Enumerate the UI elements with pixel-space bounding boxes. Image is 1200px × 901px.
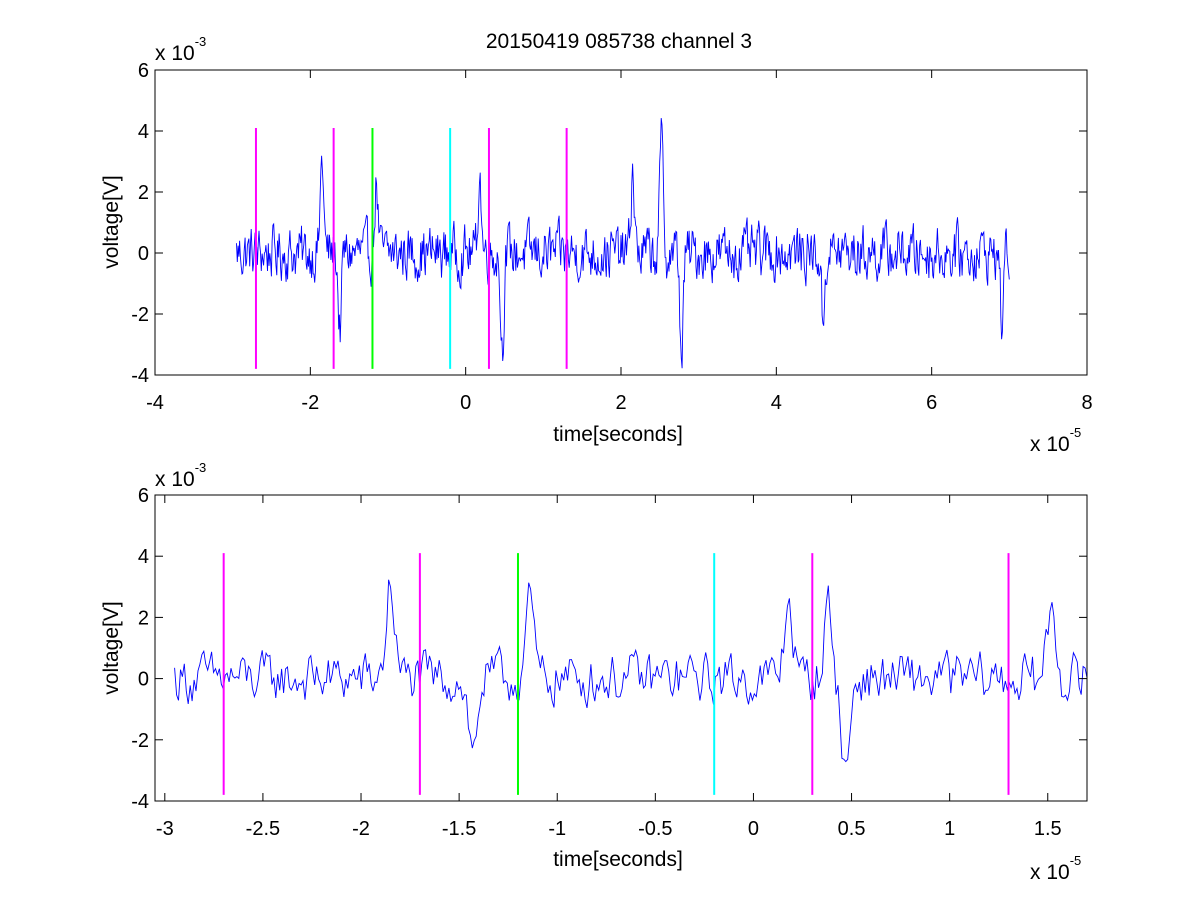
x-tick-label: -2	[301, 392, 319, 414]
x-tick-label: 1.5	[1034, 818, 1062, 840]
y-tick-label: 2	[138, 182, 149, 204]
y-tick-label: 2	[138, 607, 149, 629]
signal-line	[174, 579, 1088, 763]
x-tick-label: -0.5	[638, 818, 672, 840]
top-axes-frame	[154, 69, 1088, 376]
x-tick-label: -2.5	[246, 818, 280, 840]
y-tick-label: -4	[131, 791, 149, 813]
x-tick-label: -1	[548, 818, 566, 840]
x-tick-label: 6	[926, 392, 937, 414]
y-tick-label: -2	[131, 304, 149, 326]
x-tick-label: -2	[352, 818, 370, 840]
x-tick-label: -4	[146, 392, 164, 414]
y-tick-label: 4	[138, 546, 149, 568]
bottom-y-axis-label: voltage[V]	[100, 601, 123, 694]
top-y-exponent-label: x 10-3	[155, 34, 206, 65]
x-tick-label: 0.5	[838, 818, 866, 840]
x-tick-label: 1	[944, 818, 955, 840]
x-tick-label: 4	[771, 392, 782, 414]
bottom-x-axis-label: time[seconds]	[553, 848, 683, 871]
y-tick-label: 6	[138, 485, 149, 507]
bottom-axes-frame	[154, 494, 1088, 802]
top-subplot: -4 -2 0 2 4 6 8 -4 -2 0 2 4 6 time[seconds] voltage[…	[100, 34, 1093, 456]
chart-title: 20150419 085738 channel 3	[486, 30, 752, 53]
top-x-exponent-label: x 10-5	[1030, 425, 1081, 456]
x-tick-label: -3	[156, 818, 174, 840]
y-tick-label: 0	[138, 669, 149, 691]
top-x-axis-label: time[seconds]	[553, 423, 683, 446]
y-tick-label: 6	[138, 60, 149, 82]
bottom-subplot: -3 -2.5 -2 -1.5 -1 -0.5 0 0.5 1 1.5 -4 -2 0 2 4 6 time[…	[100, 460, 1088, 884]
signal-line	[236, 118, 1010, 369]
x-tick-label: -1.5	[442, 818, 476, 840]
y-tick-label: -4	[131, 365, 149, 387]
top-y-axis-label: voltage[V]	[100, 175, 123, 268]
x-tick-label: 2	[615, 392, 626, 414]
y-tick-label: 4	[138, 121, 149, 143]
x-tick-label: 0	[460, 392, 471, 414]
x-tick-label: 0	[748, 818, 759, 840]
bottom-x-exponent-label: x 10-5	[1030, 853, 1081, 884]
y-tick-label: 0	[138, 243, 149, 265]
y-tick-label: -2	[131, 730, 149, 752]
bottom-y-exponent-label: x 10-3	[155, 460, 206, 491]
x-tick-label: 8	[1081, 392, 1092, 414]
